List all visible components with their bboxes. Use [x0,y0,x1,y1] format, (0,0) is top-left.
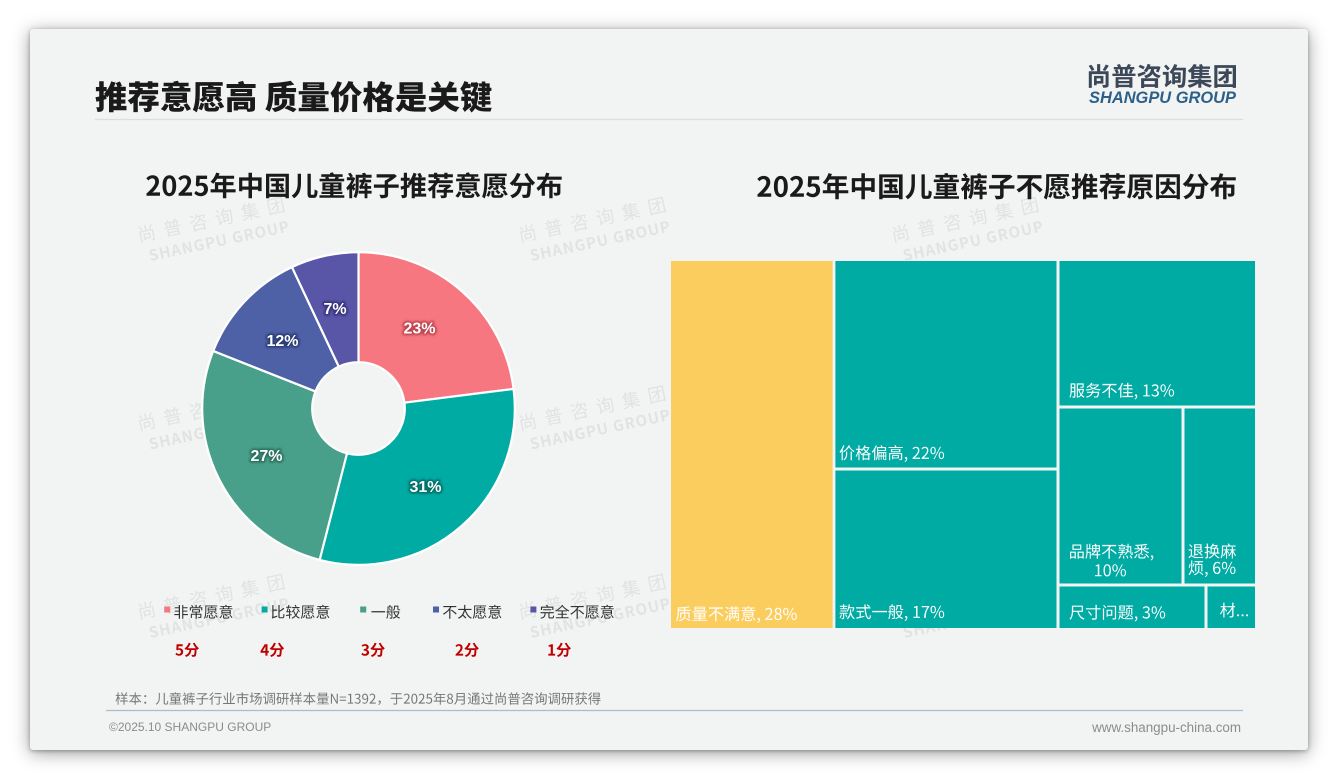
svg-text:23%: 23% [403,321,435,338]
svg-text:27%: 27% [250,448,282,465]
svg-text:12%: 12% [266,333,298,350]
svg-text:31%: 31% [409,479,441,496]
svg-text:7%: 7% [323,301,346,318]
svg-text:7%: 7% [323,301,346,318]
svg-text:SHANGPU GROUP: SHANGPU GROUP [1089,89,1237,107]
svg-text:12%: 12% [266,333,298,350]
svg-text:23%: 23% [403,321,435,338]
svg-text:31%: 31% [409,479,441,496]
svg-text:27%: 27% [250,448,282,465]
